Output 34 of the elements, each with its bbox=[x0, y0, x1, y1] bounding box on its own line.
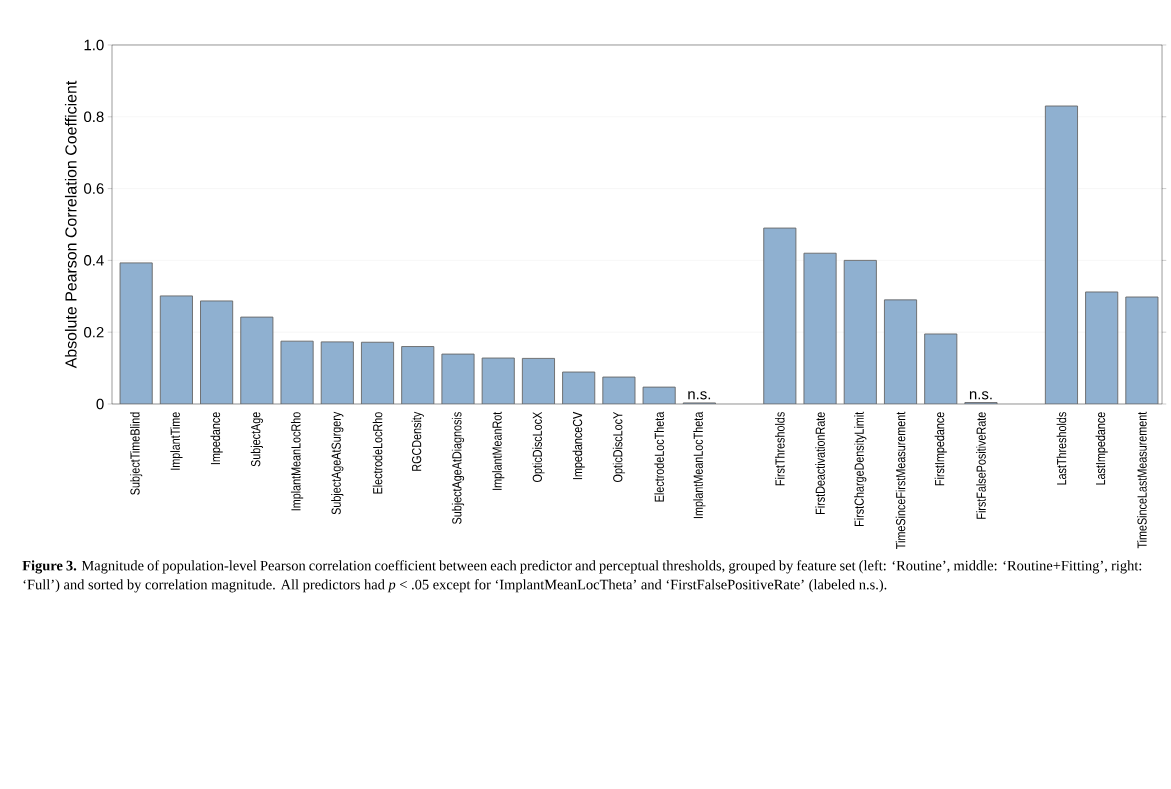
x-tick-label: FirstChargeDensityLimit bbox=[854, 411, 867, 526]
x-tick-label: RGCDensity bbox=[411, 411, 424, 471]
x-tick-label: ElectrodeLocRho bbox=[372, 412, 383, 494]
x-tick-label: TimeSinceFirstMeasurement bbox=[895, 411, 906, 549]
x-tick-label: FirstThresholds bbox=[775, 412, 785, 486]
x-tick-label: FirstFalsePositiveRate bbox=[976, 412, 986, 519]
y-tick-label: 0.2 bbox=[84, 326, 104, 338]
x-tick-label: SubjectAge bbox=[250, 412, 263, 467]
x-tick-label: SubjectAgeAtSurgery bbox=[331, 411, 344, 515]
x-tick-label: ImplantMeanLocRho bbox=[290, 412, 304, 511]
x-tick-label: ImplantTime bbox=[170, 412, 183, 470]
x-tick-label: LastImpedance bbox=[1095, 412, 1108, 485]
x-tick-label: ImplantMeanLocTheta bbox=[693, 411, 706, 519]
x-tick-label: FirstDeactivationRate bbox=[815, 412, 825, 514]
x-tick-label: ImplantMeanRot bbox=[492, 411, 505, 490]
x-tick-label: ElectrodeLocTheta bbox=[654, 411, 664, 502]
x-tick-label: SubjectTimeBlind bbox=[130, 412, 143, 495]
x-tick-label: ImpedanceCV bbox=[572, 411, 585, 480]
y-tick-label: 0.8 bbox=[84, 111, 104, 123]
annotation: n.s. bbox=[969, 391, 992, 400]
x-tick-label: LastThresholds bbox=[1056, 412, 1067, 485]
x-tick-label: Impedance bbox=[210, 412, 223, 465]
y-tick-label: 0.4 bbox=[84, 255, 104, 266]
y-tick-label: 1.0 bbox=[84, 39, 104, 51]
y-tick-label: 0 bbox=[96, 398, 104, 410]
x-tick-label: OpticDiscLocX bbox=[532, 411, 545, 482]
x-tick-label: TimeSinceLastMeasurement bbox=[1137, 411, 1147, 549]
text: Figure 3. Magnitude of population-level Pearson correlation coefficient between each predictor and perceptual thresholds, grouped by feature set (left: ‘Routine’, middle: ‘Routine+Fitting’, right: ‘Full’) and sorted by correlation magnitude. All predictors had p < .05 except for ‘ImplantMeanLocTheta’ and ‘FirstFalsePositiveRate’ (labeled n.s.). bbox=[22, 560, 1142, 593]
y-tick-label: 0.6 bbox=[84, 183, 104, 194]
y-axis-title: Absolute Pearson Correlation Coefficient bbox=[64, 80, 77, 369]
annotation: n.s. bbox=[688, 391, 711, 400]
x-tick-label: SubjectAgeAtDiagnosis bbox=[451, 412, 465, 524]
x-tick-label: OpticDiscLocY bbox=[612, 412, 626, 482]
x-tick-label: FirstImpedance bbox=[934, 412, 947, 486]
